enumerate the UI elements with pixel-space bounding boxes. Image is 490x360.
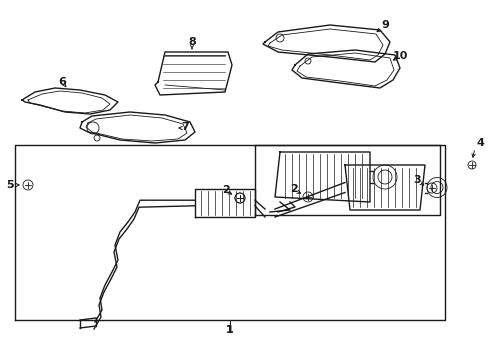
- Text: 10: 10: [392, 51, 408, 61]
- Text: 6: 6: [58, 77, 66, 87]
- Text: 4: 4: [476, 138, 484, 148]
- Text: 1: 1: [226, 325, 234, 335]
- Text: 2: 2: [222, 185, 230, 195]
- Text: 9: 9: [381, 20, 389, 30]
- Text: 8: 8: [188, 37, 196, 47]
- Text: 3: 3: [413, 175, 421, 185]
- Text: 1: 1: [226, 325, 234, 335]
- Text: 5: 5: [6, 180, 14, 190]
- Text: 7: 7: [181, 122, 189, 132]
- Text: 2: 2: [290, 184, 298, 194]
